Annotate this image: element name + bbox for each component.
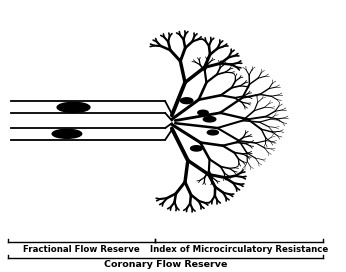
Ellipse shape <box>198 110 208 115</box>
Ellipse shape <box>52 129 82 138</box>
Ellipse shape <box>207 130 218 135</box>
Text: Fractional Flow Reserve: Fractional Flow Reserve <box>23 245 140 254</box>
Text: Index of Microcirculatory Resistance: Index of Microcirculatory Resistance <box>150 245 328 254</box>
Ellipse shape <box>180 98 193 104</box>
Ellipse shape <box>191 146 202 151</box>
Text: Coronary Flow Reserve: Coronary Flow Reserve <box>103 260 227 269</box>
Ellipse shape <box>203 117 216 122</box>
Ellipse shape <box>57 102 90 112</box>
